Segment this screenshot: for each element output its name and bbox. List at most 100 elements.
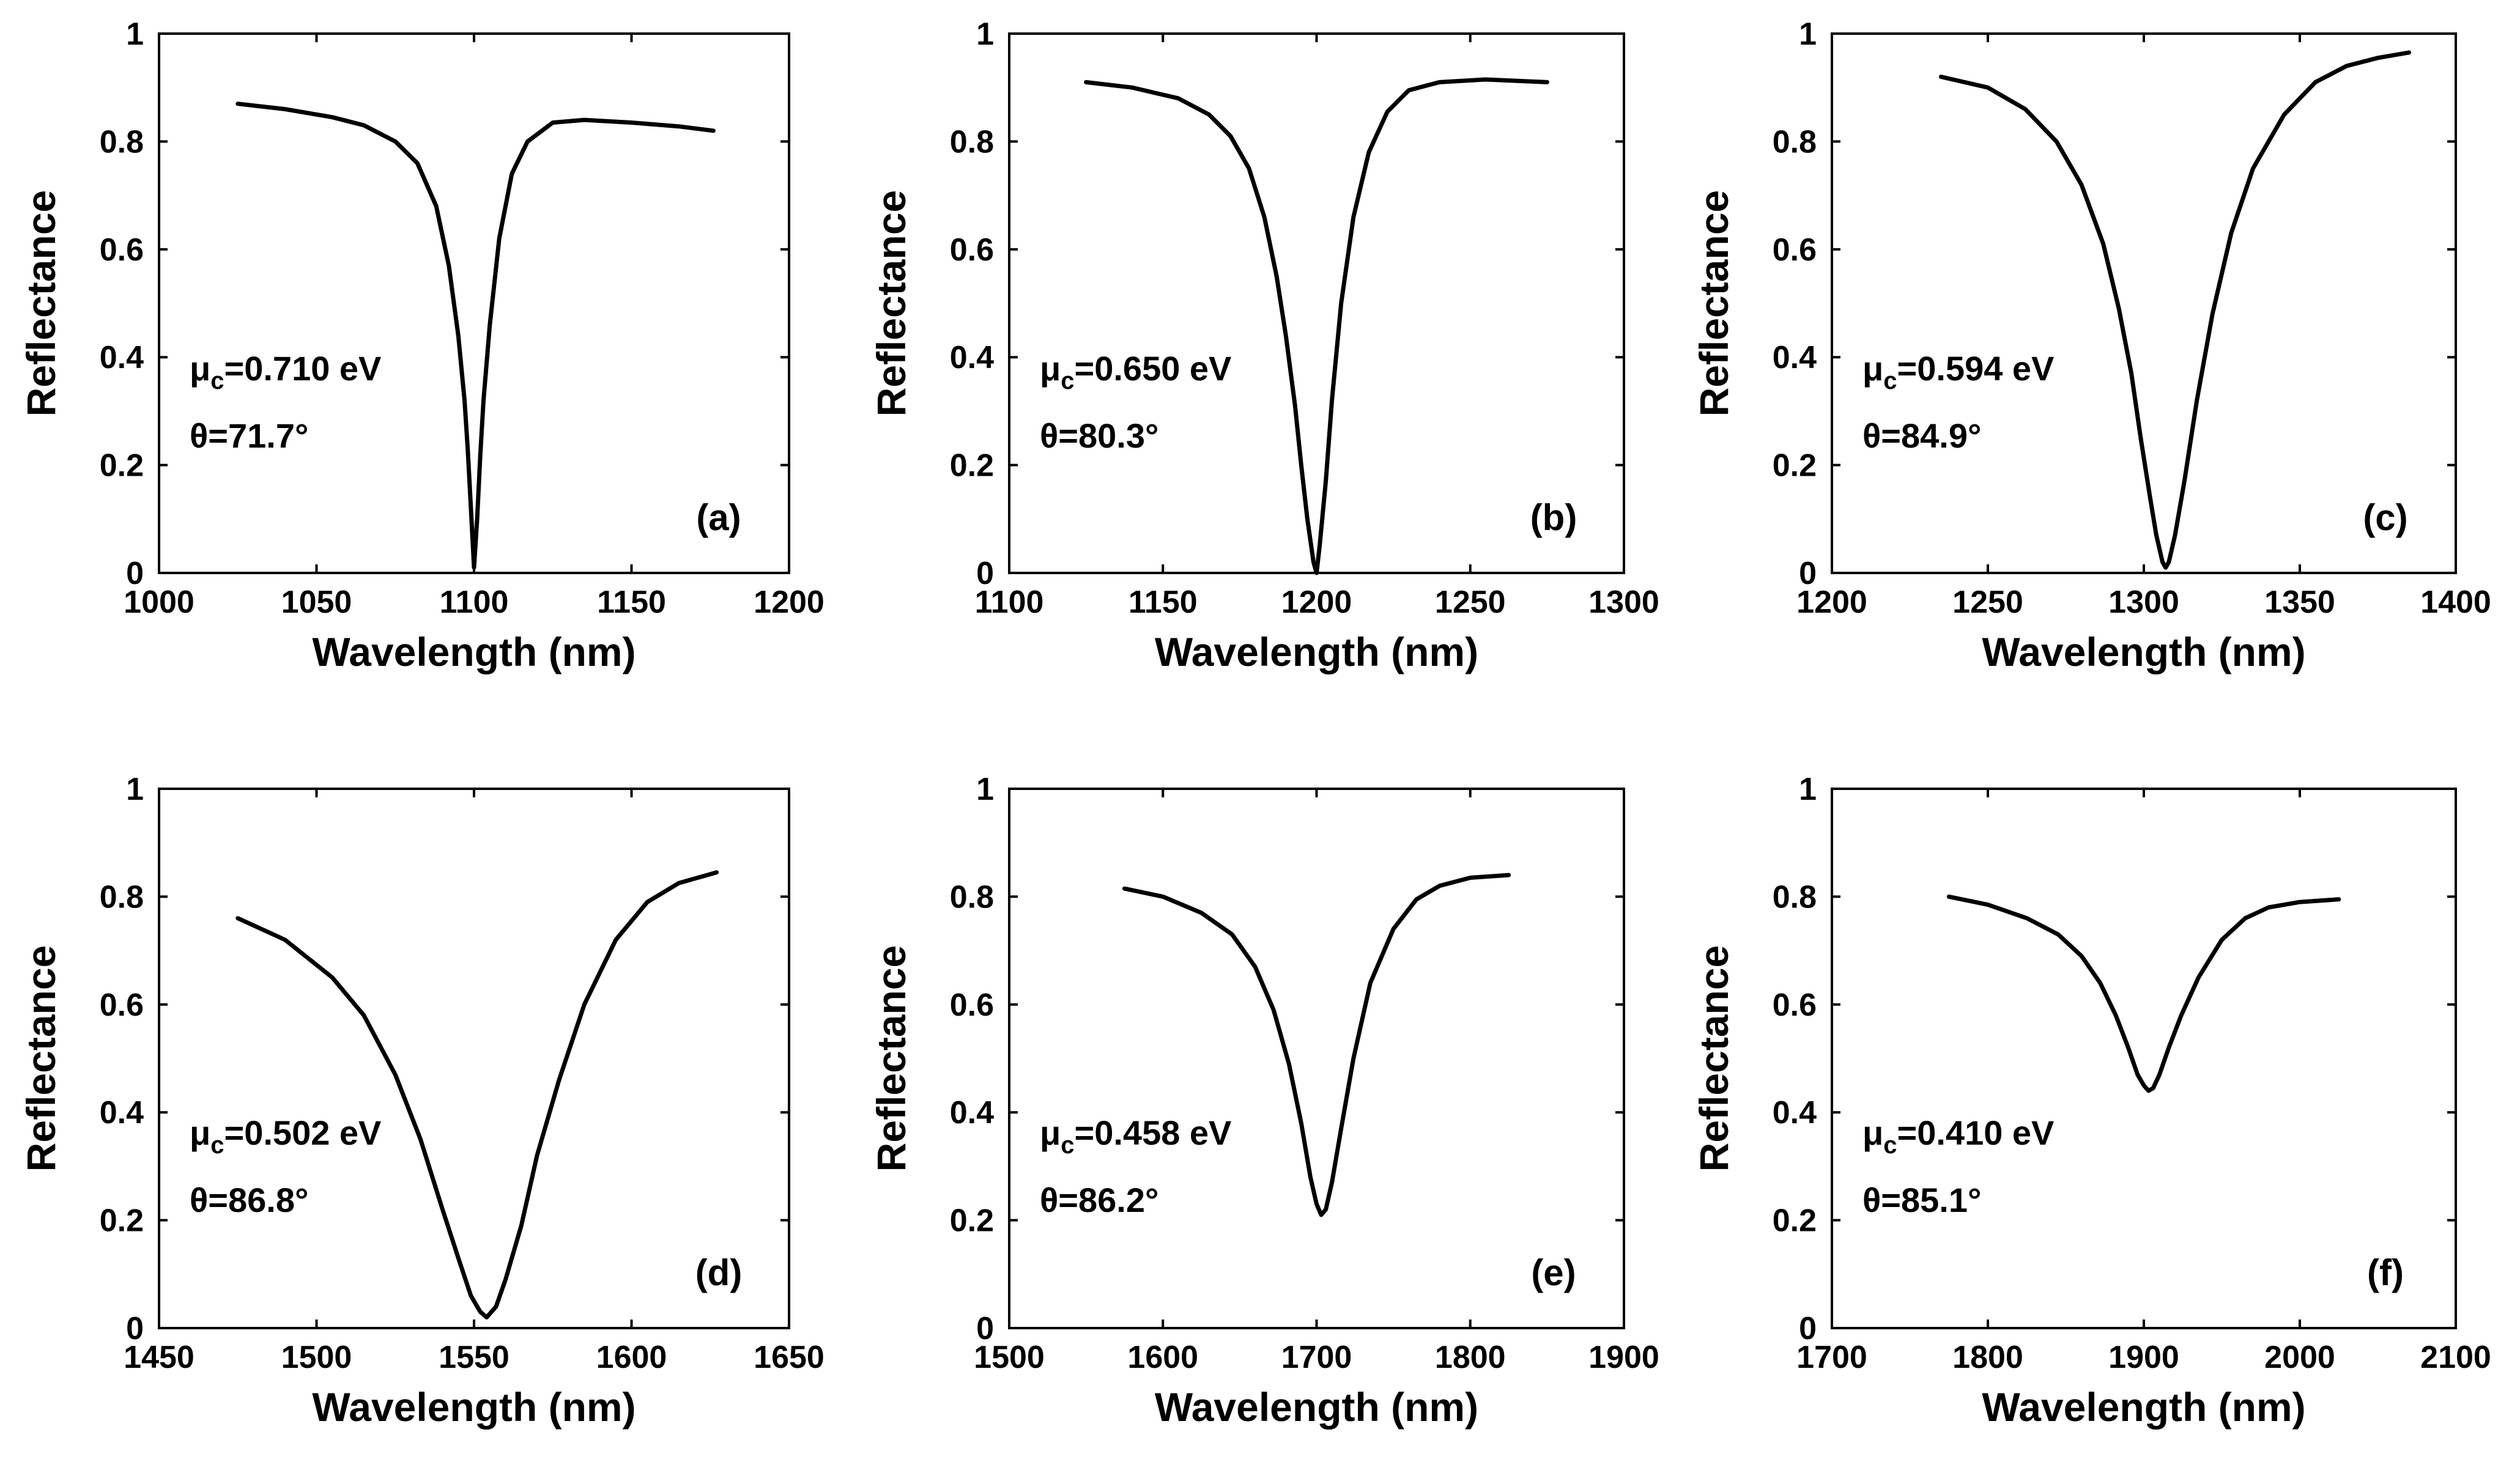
panel-4-y-axis-label: Reflectance [18, 945, 64, 1172]
panel-6-y-axis-label: Reflectance [1691, 945, 1736, 1172]
panel-6-reflectance-curve [1946, 894, 2341, 1093]
panel-4-xtick-label: 1500 [281, 1340, 352, 1375]
panel-2-xtick-label: 1300 [1588, 585, 1659, 620]
panel-2-reflectance-curve [1084, 77, 1549, 575]
panel-3-axes-box [1831, 32, 2457, 574]
panel-2-x-axis-label: Wavelength (nm) [1155, 629, 1478, 674]
panel-3-xtick-label: 1200 [1796, 585, 1867, 620]
panel-2-y-axis-label: Reflectance [869, 190, 914, 417]
panel-6-mu-annotation: μc=0.410 eV [1862, 1113, 2054, 1159]
panel-6-xtick-label: 1900 [2108, 1340, 2179, 1375]
panel-1-y-axis-label: Reflectance [18, 190, 64, 417]
panel-4-xtick-label: 1600 [596, 1340, 667, 1375]
panel-3-mu-annotation: μc=0.594 eV [1862, 349, 2054, 394]
panel-2: 1100 1150 1200 1250 1300 0 0.2 0.4 0.6 0.8 1 Wavele… [869, 17, 1659, 674]
panel-4-mu-annotation: μc=0.502 eV [190, 1113, 381, 1159]
panel-6-ytick-label: 0 [1799, 1311, 1817, 1346]
panel-6-mu-symbol: μ [1862, 1113, 1883, 1152]
panel-3-ytick-label: 1 [1799, 17, 1817, 52]
panel-3-ytick-label: 0.6 [1773, 232, 1817, 268]
panel-3-ytick-label: 0.4 [1773, 340, 1817, 375]
panel-2-xtick-label: 1150 [1128, 585, 1198, 620]
panel-1-ytick-label: 0.8 [100, 124, 144, 160]
panel-3-x-axis-label: Wavelength (nm) [1982, 629, 2305, 674]
panel-6-xtick-label: 1700 [1796, 1340, 1867, 1375]
panel-3-y-axis-label: Reflectance [1691, 190, 1736, 417]
panel-3-xtick-label: 1400 [2420, 585, 2491, 620]
panel-6-x-axis-label: Wavelength (nm) [1982, 1384, 2305, 1430]
panel-1-ytick-label: 0.2 [100, 448, 144, 484]
panel-4-xtick-label: 1650 [754, 1340, 825, 1375]
panel-1-ytick-label: 1 [126, 17, 144, 52]
panel-3-mu-symbol: μ [1862, 349, 1883, 388]
panel-5-ytick-label: 1 [976, 772, 994, 807]
panel-3: 1200 1250 1300 1350 1400 0 0.2 0.4 0.6 0.8 1 Wavele… [1691, 17, 2491, 674]
panel-2-theta-annotation: θ=80.3° [1040, 416, 1158, 455]
panel-1-reflectance-curve [235, 102, 716, 570]
panel-6-xtick-label: 2100 [2420, 1340, 2491, 1375]
panel-4-mu-subscript: c [210, 1132, 224, 1159]
panel-4-ytick-label: 0 [126, 1311, 144, 1346]
panel-2-ytick-label: 0.6 [950, 232, 994, 268]
panel-2-mu-value: =0.650 eV [1075, 349, 1232, 388]
panel-5-y-axis-label: Reflectance [869, 945, 914, 1172]
panel-2-panel-label: (b) [1530, 497, 1577, 538]
panel-5-theta-annotation: θ=86.2° [1040, 1181, 1158, 1219]
panel-5-mu-value: =0.458 eV [1075, 1113, 1232, 1152]
panel-5-reflectance-curve [1122, 873, 1511, 1217]
panel-6-ytick-label: 1 [1799, 772, 1817, 807]
panel-3-panel-label: (c) [2363, 497, 2407, 538]
panel-6-mu-value: =0.410 eV [1897, 1113, 2055, 1152]
panel-4-axes-box [158, 788, 790, 1329]
panel-6: 1700 1800 1900 2000 2100 0 0.2 0.4 0.6 0.8 1 Wavele… [1691, 772, 2491, 1430]
panel-1-mu-symbol: μ [190, 349, 210, 388]
panel-3-ytick-label: 0.2 [1773, 448, 1817, 484]
panel-2-ytick-label: 0 [976, 556, 994, 591]
panel-1-axes-box [158, 32, 790, 574]
panel-1-mu-subscript: c [210, 367, 224, 394]
panel-4-xtick-label: 1550 [439, 1340, 510, 1375]
panel-3-xtick-label: 1350 [2264, 585, 2335, 620]
panel-2-ytick-label: 1 [976, 17, 994, 52]
panel-2-mu-symbol: μ [1040, 349, 1061, 388]
panel-2-ytick-label: 0.4 [950, 340, 994, 375]
panel-5-ytick-label: 0 [976, 1311, 994, 1346]
panel-6-xtick-label: 2000 [2264, 1340, 2335, 1375]
panel-2-xtick-label: 1200 [1281, 585, 1352, 620]
panel-5-axes-box [1008, 788, 1625, 1329]
panel-5-xtick-label: 1600 [1127, 1340, 1198, 1375]
panel-1-ytick-label: 0 [126, 556, 144, 591]
panel-5-ytick-label: 0.8 [950, 879, 994, 915]
panel-6-theta-annotation: θ=85.1° [1862, 1181, 1981, 1219]
panel-1-ytick-label: 0.6 [100, 232, 144, 268]
panel-3-mu-value: =0.594 eV [1897, 349, 2055, 388]
panel-5-ytick-label: 0.6 [950, 988, 994, 1023]
panel-4-xtick-label: 1450 [124, 1340, 195, 1375]
panel-4-theta-annotation: θ=86.8° [190, 1181, 308, 1219]
panel-6-panel-label: (f) [2367, 1252, 2404, 1293]
panel-6-ytick-label: 0.6 [1773, 988, 1817, 1023]
panel-4-panel-label: (d) [695, 1252, 743, 1293]
panel-5-ytick-label: 0.4 [950, 1095, 994, 1131]
panel-6-ytick-label: 0.4 [1773, 1095, 1817, 1131]
panel-4-x-axis-label: Wavelength (nm) [312, 1384, 636, 1430]
panel-3-ytick-label: 0 [1799, 556, 1817, 591]
panel-1-theta-annotation: θ=71.7° [190, 416, 308, 455]
panel-2-xtick-label: 1100 [975, 585, 1044, 620]
panel-4-ytick-label: 0.4 [100, 1095, 144, 1131]
panel-3-xtick-label: 1300 [2108, 585, 2179, 620]
panel-5-mu-annotation: μc=0.458 eV [1040, 1113, 1231, 1159]
panel-4-ytick-label: 1 [126, 772, 144, 807]
panel-3-reflectance-curve [1939, 50, 2411, 570]
panel-1-panel-label: (a) [696, 497, 741, 538]
panel-6-mu-subscript: c [1883, 1132, 1897, 1159]
panel-2-mu-subscript: c [1061, 367, 1074, 394]
panel-5-mu-symbol: μ [1040, 1113, 1061, 1152]
panel-4-mu-value: =0.502 eV [224, 1113, 382, 1152]
panel-6-ytick-label: 0.8 [1773, 879, 1817, 915]
panel-3-xtick-label: 1250 [1952, 585, 2023, 620]
panel-2-mu-annotation: μc=0.650 eV [1040, 349, 1231, 394]
panel-5-panel-label: (e) [1531, 1252, 1576, 1293]
panel-2-axes-box [1008, 32, 1625, 574]
